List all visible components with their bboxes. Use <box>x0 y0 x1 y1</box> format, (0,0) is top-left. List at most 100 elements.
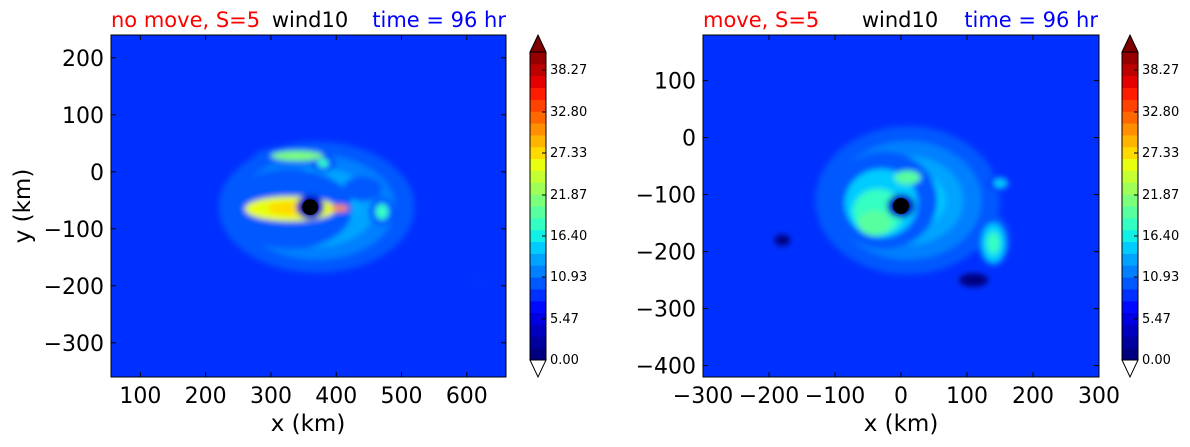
colorbar-swatch <box>530 111 546 124</box>
colorbar-tick-label: 5.47 <box>550 312 579 327</box>
y-tick-label: −100 <box>636 184 696 209</box>
colorbar-swatch <box>530 217 546 231</box>
x-tick-label: 300 <box>1078 384 1120 409</box>
x-tick-label: 100 <box>119 384 161 409</box>
colorbar-swatch <box>530 158 546 171</box>
colorbar-swatch <box>530 206 546 219</box>
colorbar-swatch <box>1122 134 1138 148</box>
y-tick-label: −200 <box>636 241 696 266</box>
colorbar-swatch <box>530 265 546 278</box>
colorbar-swatch <box>530 241 546 254</box>
colorbar-swatch <box>1122 123 1138 136</box>
x-tick-label: −100 <box>805 384 865 409</box>
colorbar-tick-label: 38.27 <box>1142 63 1179 78</box>
colorbar-swatch <box>1122 170 1138 183</box>
colorbar-max-arrow <box>529 33 547 53</box>
y-tick-label: −100 <box>44 218 104 243</box>
colorbar-swatch <box>1122 229 1138 243</box>
colorbar-swatch <box>530 52 546 65</box>
contour-patch <box>342 176 382 202</box>
y-tick-label: −200 <box>44 275 104 300</box>
colorbar-tick-label: 32.80 <box>550 105 587 120</box>
x-axis-ticks: −300 −200 −100 0 100 200 300 <box>673 35 1120 409</box>
colorbar: 38.27 32.80 27.33 21.87 16.40 10.93 5.47 0.00 <box>1121 33 1179 379</box>
panel-move: −300 −200 −100 0 100 200 300 1000−100−200−300−… <box>636 8 1180 437</box>
x-tick-label: 0 <box>894 384 908 409</box>
x-tick-label: 400 <box>315 384 357 409</box>
colorbar-swatch <box>530 134 546 148</box>
panel-no-move: 100 200 300 400 500 600 200 100 0 −100 −200 −300 n… <box>10 8 587 437</box>
contour-core <box>993 178 1007 188</box>
colorbar-swatch <box>530 170 546 183</box>
colorbar-tick-label: 10.93 <box>550 270 587 285</box>
colorbar-swatch <box>530 75 546 89</box>
panel-title-center: wind10 <box>862 8 938 32</box>
x-tick-label: 600 <box>446 384 488 409</box>
colorbar-tick-label: 38.27 <box>550 63 587 78</box>
colorbar-swatch <box>1122 158 1138 171</box>
colorbar-swatch <box>1122 75 1138 89</box>
colorbar-swatch <box>530 277 546 290</box>
colorbar-swatch <box>1122 87 1138 100</box>
colorbar-swatch <box>530 348 546 361</box>
x-axis-label: x (km) <box>864 411 939 437</box>
y-axis-ticks: 200 100 0 −100 −200 −300 <box>44 47 506 357</box>
colorbar-tick-label: 32.80 <box>1142 105 1179 120</box>
colorbar-swatch <box>530 324 546 337</box>
colorbar-swatch <box>1122 336 1138 349</box>
panel-title-right: time = 96 hr <box>372 8 506 32</box>
colorbar-swatch <box>1122 265 1138 278</box>
colorbar-swatch <box>530 146 546 160</box>
colorbar-swatch <box>1122 348 1138 361</box>
colorbar-swatch <box>1122 217 1138 231</box>
colorbar-swatch <box>1122 63 1138 77</box>
contour-core <box>986 231 1001 255</box>
contour-core <box>317 158 330 168</box>
contour-features <box>774 126 1012 287</box>
colorbar-tick-label: 21.87 <box>1142 188 1179 203</box>
colorbar-swatch <box>1122 300 1138 314</box>
x-axis-ticks: 100 200 300 400 500 600 <box>119 35 488 409</box>
colorbar-swatch <box>1122 324 1138 337</box>
panel-title-left: no move, S=5 <box>111 8 260 32</box>
colorbar-swatch <box>530 99 546 112</box>
contour-core <box>330 204 349 212</box>
colorbar-swatch <box>1122 111 1138 124</box>
x-axis-label: x (km) <box>271 411 346 437</box>
storm-center-marker <box>893 198 909 214</box>
colorbar-swatch <box>530 312 546 325</box>
colorbar-swatch <box>530 336 546 349</box>
colorbar-swatch <box>1122 312 1138 325</box>
colorbar-swatch <box>1122 277 1138 290</box>
colorbar-swatch <box>1122 253 1138 266</box>
colorbar-max-arrow <box>1121 33 1139 53</box>
colorbar-tick-label: 10.93 <box>1142 270 1179 285</box>
y-tick-label: −300 <box>636 298 696 323</box>
colorbar-swatch <box>530 63 546 77</box>
colorbar-frame <box>1121 51 1139 361</box>
colorbar-swatch <box>1122 99 1138 112</box>
colorbar-swatch <box>1122 182 1138 195</box>
colorbar-swatch <box>530 288 546 302</box>
colorbar-swatch <box>1122 206 1138 219</box>
contour-core <box>375 203 389 220</box>
colorbar-swatch <box>530 300 546 314</box>
x-tick-label: 200 <box>185 384 227 409</box>
contour-core <box>894 170 921 185</box>
colorbar-tick-label: 5.47 <box>1142 312 1171 327</box>
plot-frame <box>110 34 507 378</box>
x-tick-label: 500 <box>381 384 423 409</box>
colorbar-swatch <box>530 182 546 195</box>
x-tick-label: −200 <box>739 384 799 409</box>
y-tick-label: 100 <box>62 104 104 129</box>
colorbar-swatch <box>530 123 546 136</box>
y-tick-label: −400 <box>636 355 696 380</box>
x-tick-label: 200 <box>1012 384 1054 409</box>
colorbar-swatch <box>530 87 546 100</box>
storm-center-marker <box>302 199 319 216</box>
y-tick-label: 200 <box>62 47 104 72</box>
colorbar-swatch <box>530 194 546 207</box>
colorbar-min-arrow <box>529 359 547 379</box>
contour-core <box>858 210 892 236</box>
